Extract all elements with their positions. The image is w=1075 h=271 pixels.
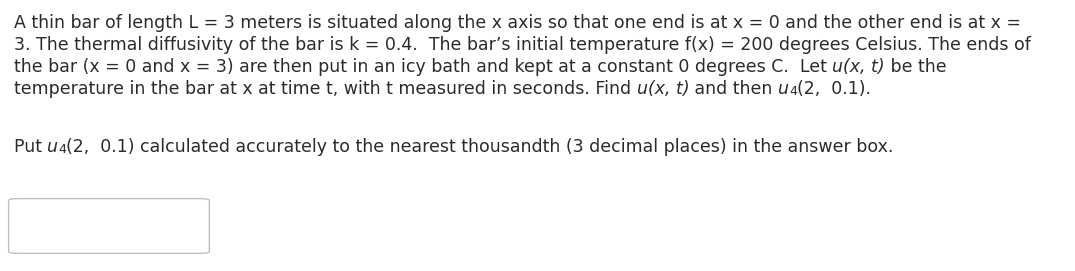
Text: (2,  0.1).: (2, 0.1).: [797, 80, 871, 98]
Text: 4: 4: [789, 85, 797, 98]
Text: u(x, t): u(x, t): [636, 80, 689, 98]
Text: Put: Put: [14, 138, 47, 156]
Text: (2,  0.1) calculated accurately to the nearest thousandth (3 decimal places) in : (2, 0.1) calculated accurately to the ne…: [67, 138, 893, 156]
Text: u: u: [778, 80, 789, 98]
Text: 4: 4: [58, 143, 67, 156]
Text: be the: be the: [885, 58, 947, 76]
Text: A thin bar of length L = 3 meters is situated along the x axis so that one end i: A thin bar of length L = 3 meters is sit…: [14, 14, 1021, 32]
Text: temperature in the bar at x at time t, with t measured in seconds. Find: temperature in the bar at x at time t, w…: [14, 80, 636, 98]
Text: u: u: [47, 138, 58, 156]
Text: 3. The thermal diffusivity of the bar is k = 0.4.  The bar’s initial temperature: 3. The thermal diffusivity of the bar is…: [14, 36, 1031, 54]
Text: and then: and then: [689, 80, 778, 98]
Text: u(x, t): u(x, t): [832, 58, 885, 76]
Text: the bar (x = 0 and x = 3) are then put in an icy bath and kept at a constant 0 d: the bar (x = 0 and x = 3) are then put i…: [14, 58, 832, 76]
